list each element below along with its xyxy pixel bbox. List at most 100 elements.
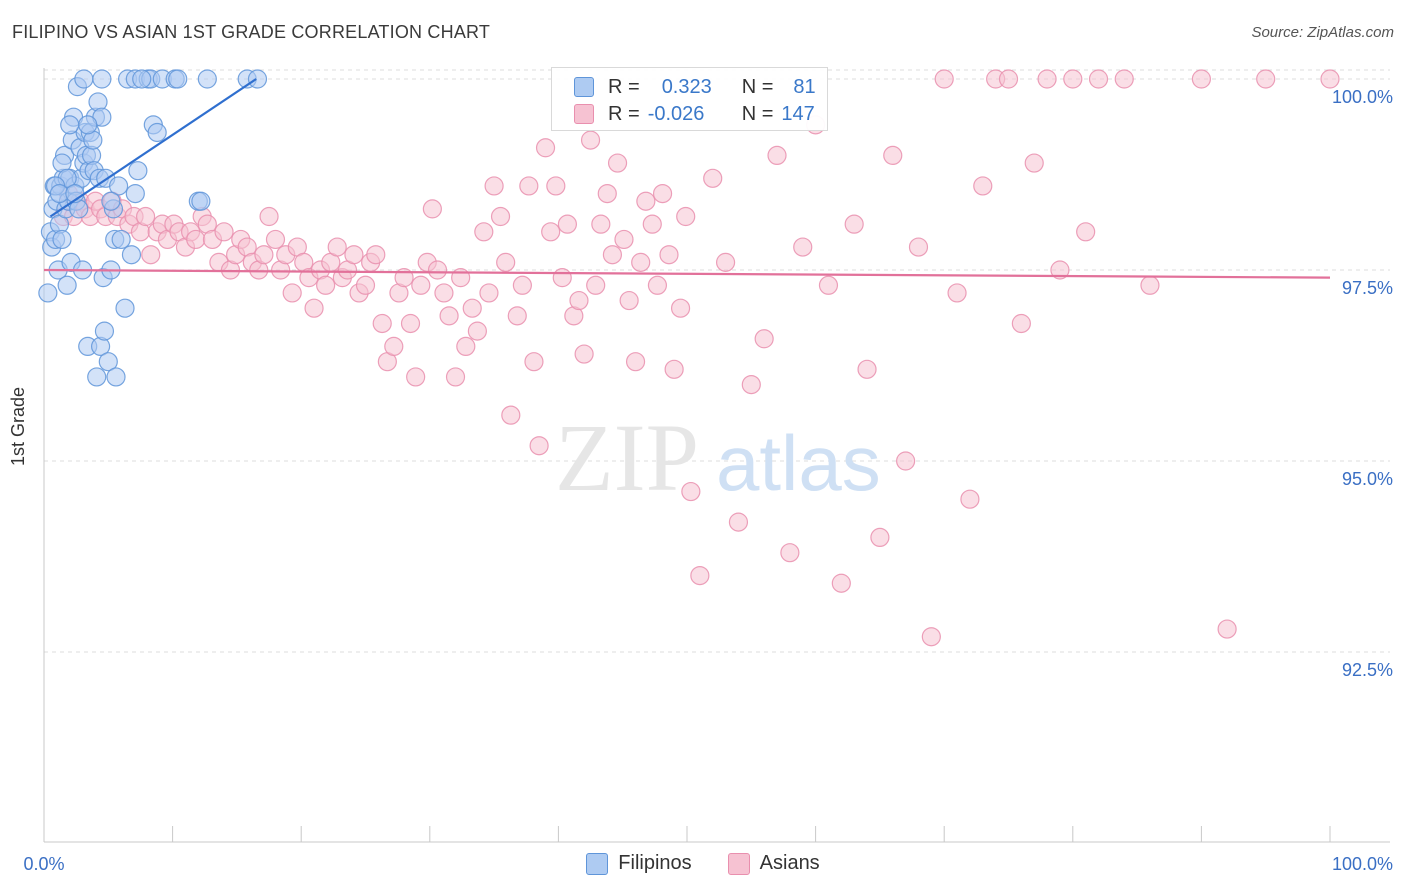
asian-point (305, 299, 323, 317)
asian-point (485, 177, 503, 195)
asian-point (187, 230, 205, 248)
watermark-zip: ZIP (555, 404, 699, 511)
asian-point (884, 146, 902, 164)
filipino-point (95, 322, 113, 340)
filipino-point (88, 368, 106, 386)
asian-point (742, 376, 760, 394)
filipino-point (192, 192, 210, 210)
filipino-point (93, 70, 111, 88)
filipinos-legend-swatch (586, 853, 608, 875)
asian-point (468, 322, 486, 340)
filipino-point (61, 116, 79, 134)
asian-point (385, 337, 403, 355)
asian-point (475, 223, 493, 241)
asian-point (137, 208, 155, 226)
tick-labels: 92.5% 95.0% 97.5% 100.0% 0.0% 100.0% (23, 87, 1393, 874)
filipino-point (53, 230, 71, 248)
gridlines (44, 70, 1390, 652)
asian-point (717, 253, 735, 271)
asian-point (637, 192, 655, 210)
asian-r-value: -0.026 (648, 103, 722, 126)
filipino-point (148, 123, 166, 141)
asian-point (1012, 314, 1030, 332)
asian-point (457, 337, 475, 355)
asian-point (682, 483, 700, 501)
asian-r-label: R = (608, 103, 640, 126)
asian-point (909, 238, 927, 256)
asian-point (755, 330, 773, 348)
asian-point (497, 253, 515, 271)
filipino-point (75, 70, 93, 88)
filipino-point (39, 284, 57, 302)
asian-point (781, 544, 799, 562)
asian-point (974, 177, 992, 195)
asian-point (1192, 70, 1210, 88)
legend-item-asians[interactable]: Asians (728, 852, 820, 875)
asian-point (643, 215, 661, 233)
asian-point (609, 154, 627, 172)
asian-point (665, 360, 683, 378)
asian-n-value: 147 (781, 103, 814, 126)
filipino-r-label: R = (608, 76, 640, 99)
asian-point (520, 177, 538, 195)
filipino-n-label: N = (742, 76, 774, 99)
asian-point (447, 368, 465, 386)
asian-point (729, 513, 747, 531)
filipino-point (58, 276, 76, 294)
asian-point (537, 139, 555, 157)
asian-point (1218, 620, 1236, 638)
asian-point (525, 353, 543, 371)
asian-point (677, 208, 695, 226)
asian-point (654, 185, 672, 203)
filipino-point (102, 192, 120, 210)
asian-point (547, 177, 565, 195)
asian-point (402, 314, 420, 332)
y-tick-label: 100.0% (1332, 87, 1393, 107)
asian-point (794, 238, 812, 256)
asian-point (603, 246, 621, 264)
asian-point (266, 230, 284, 248)
asian-point (530, 437, 548, 455)
asian-point (553, 269, 571, 287)
series-legend: Filipinos Asians (0, 852, 1406, 875)
asian-point (423, 200, 441, 218)
filipino-point (129, 162, 147, 180)
filipino-point (112, 230, 130, 248)
y-tick-label: 92.5% (1342, 660, 1393, 680)
asian-point (587, 276, 605, 294)
asian-point (283, 284, 301, 302)
asian-point (463, 299, 481, 317)
asian-point (620, 292, 638, 310)
asian-point (542, 223, 560, 241)
watermark: ZIP atlas (555, 404, 881, 511)
asian-point (407, 368, 425, 386)
asian-point (373, 314, 391, 332)
filipino-point (126, 185, 144, 203)
asian-point (1064, 70, 1082, 88)
data-points (39, 70, 1339, 646)
filipino-n-value: 81 (793, 76, 815, 99)
filipinos-legend-label: Filipinos (618, 852, 691, 875)
filipino-point (107, 368, 125, 386)
asian-point (357, 276, 375, 294)
asian-point (819, 276, 837, 294)
asians-legend-swatch (728, 853, 750, 875)
legend-item-filipinos[interactable]: Filipinos (586, 852, 691, 875)
asian-point (832, 574, 850, 592)
asian-point (1141, 276, 1159, 294)
asian-point (948, 284, 966, 302)
asian-point (570, 292, 588, 310)
asian-point (897, 452, 915, 470)
asian-point (412, 276, 430, 294)
filipino-point (169, 70, 187, 88)
asian-point (1090, 70, 1108, 88)
asian-point (367, 246, 385, 264)
asian-point (215, 223, 233, 241)
filipino-point (133, 70, 151, 88)
asian-point (345, 246, 363, 264)
filipino-swatch (574, 77, 594, 97)
asian-point (480, 284, 498, 302)
asian-n-label: N = (742, 103, 774, 126)
stats-legend: R = 0.323 N = 81 R = -0.026 N = 147 (551, 67, 828, 131)
asian-point (691, 567, 709, 585)
